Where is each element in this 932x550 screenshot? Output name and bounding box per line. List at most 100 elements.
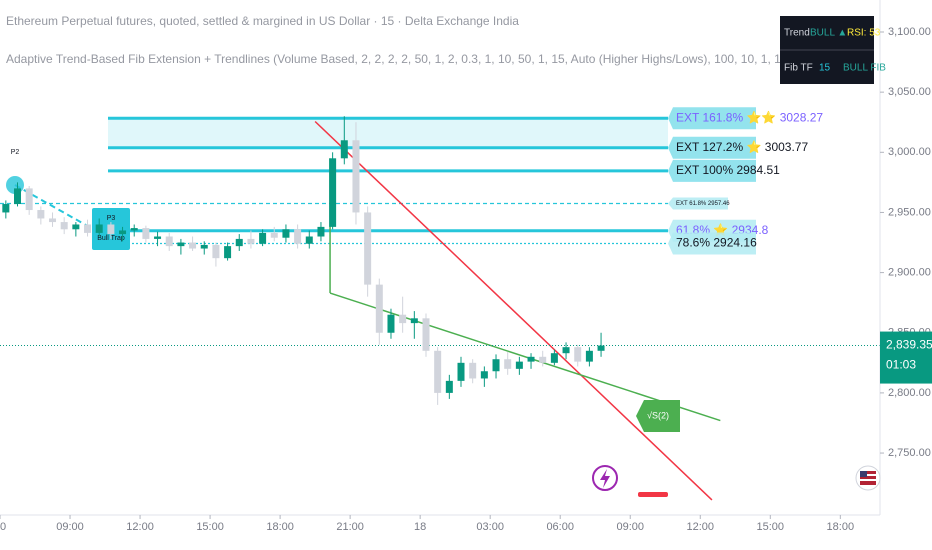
fib-label-box bbox=[668, 159, 756, 182]
candle-body bbox=[375, 284, 383, 333]
y-tick-label: 2,900.00 bbox=[888, 267, 931, 279]
candle-body bbox=[469, 362, 477, 379]
candle-body bbox=[480, 371, 488, 379]
pattern-label: P2 bbox=[11, 149, 20, 156]
candle-body bbox=[247, 238, 255, 244]
candle-body bbox=[329, 158, 337, 227]
candle-body bbox=[539, 356, 547, 363]
candle-body bbox=[294, 229, 302, 244]
fib-label: EXT 161.8% ⭐⭐ 3028.27 bbox=[676, 110, 823, 124]
candle-body bbox=[399, 314, 407, 324]
fib-label-box bbox=[668, 136, 756, 159]
candle-body bbox=[515, 361, 523, 369]
x-tick-label: 12:00 bbox=[686, 521, 714, 533]
candle-body bbox=[445, 380, 453, 393]
fib-label: EXT 61.8% 2957.46 bbox=[676, 201, 730, 207]
candle-body bbox=[25, 188, 33, 211]
price-tag-label: 2,839.35 bbox=[886, 338, 932, 352]
signal-label: √S(2) bbox=[647, 410, 669, 420]
table-cell: Trend bbox=[784, 28, 810, 39]
candle-body bbox=[434, 350, 442, 393]
plot-area: EXT 161.8% ⭐⭐ 3028.27 EXT 127.2% ⭐ 3003.7… bbox=[0, 107, 880, 501]
table-cell: Fib TF bbox=[784, 63, 813, 74]
candle-body bbox=[305, 236, 313, 244]
trendline bbox=[314, 120, 713, 501]
fib-zone bbox=[108, 118, 668, 148]
y-tick-label: 3,100.00 bbox=[888, 26, 931, 38]
x-tick-label: 00 bbox=[0, 521, 6, 533]
candle-body bbox=[49, 218, 57, 223]
candle-body bbox=[340, 140, 348, 159]
candle-body bbox=[457, 362, 465, 381]
candle-body bbox=[165, 236, 173, 247]
candle-body bbox=[107, 224, 115, 235]
candle-body bbox=[60, 222, 68, 230]
candle-body bbox=[562, 347, 570, 354]
x-tick-label: 09:00 bbox=[56, 521, 84, 533]
x-tick-label: 18:00 bbox=[827, 521, 855, 533]
x-tick-label: 12:00 bbox=[126, 521, 154, 533]
fib-label: EXT 100% 2984.51 bbox=[676, 163, 780, 177]
y-tick-label: 2,800.00 bbox=[888, 387, 931, 399]
x-tick-label: 18 bbox=[414, 521, 426, 533]
fib-label-box bbox=[668, 197, 728, 210]
candle-body bbox=[84, 224, 92, 233]
price-tag bbox=[880, 331, 932, 384]
fib-label-box bbox=[668, 107, 756, 130]
candle-body bbox=[527, 356, 535, 362]
candle-body bbox=[352, 140, 360, 213]
candle-body bbox=[317, 226, 325, 237]
x-tick-label: 03:00 bbox=[476, 521, 504, 533]
x-tick-label: 09:00 bbox=[616, 521, 644, 533]
flag-stripe bbox=[860, 479, 876, 481]
candle-body bbox=[224, 246, 232, 259]
candle-body bbox=[550, 353, 558, 363]
candle-body bbox=[37, 210, 45, 219]
x-tick-label: 06:00 bbox=[546, 521, 574, 533]
table-cell: BULL FIB bbox=[843, 63, 886, 74]
signal-box bbox=[636, 400, 680, 432]
y-tick-label: 3,000.00 bbox=[888, 146, 931, 158]
table-cell: BULL ▲ bbox=[810, 28, 847, 39]
candle-body bbox=[72, 224, 80, 230]
y-tick-label: 2,950.00 bbox=[888, 206, 931, 218]
candle-body bbox=[422, 318, 430, 351]
candle-body bbox=[410, 318, 418, 324]
candle-body bbox=[585, 350, 593, 362]
event-marker bbox=[638, 492, 668, 497]
indicator-subtitle: Adaptive Trend-Based Fib Extension + Tre… bbox=[6, 52, 835, 66]
candle-body bbox=[597, 345, 605, 351]
candle-body bbox=[235, 238, 243, 247]
y-tick-label: 3,050.00 bbox=[888, 86, 931, 98]
x-tick-label: 21:00 bbox=[336, 521, 364, 533]
y-tick-label: 2,750.00 bbox=[888, 447, 931, 459]
x-tick-label: 18:00 bbox=[266, 521, 294, 533]
candle-body bbox=[2, 204, 10, 213]
pattern-label: P3 bbox=[107, 215, 116, 222]
chart-title: Ethereum Perpetual futures, quoted, sett… bbox=[6, 14, 519, 28]
flag-canton bbox=[860, 471, 867, 477]
fib-label: EXT 127.2% ⭐ 3003.77 bbox=[676, 140, 808, 154]
fib-label-box bbox=[668, 232, 756, 255]
lightning-icon bbox=[600, 469, 610, 488]
candle-body bbox=[574, 347, 582, 362]
flag-stripe bbox=[860, 474, 876, 476]
trendline bbox=[329, 292, 721, 422]
candle-body bbox=[492, 359, 500, 372]
candle-body bbox=[282, 229, 290, 238]
candle-body bbox=[142, 228, 150, 239]
x-tick-label: 15:00 bbox=[196, 521, 224, 533]
fib-label: 78.6% 2924.16 bbox=[676, 236, 757, 250]
candle-body bbox=[387, 314, 395, 333]
candle-body bbox=[270, 232, 278, 238]
table-cell: RSI: 53 bbox=[847, 28, 881, 39]
countdown: 01:03 bbox=[886, 358, 916, 372]
candle-body bbox=[14, 188, 22, 205]
x-tick-label: 15:00 bbox=[757, 521, 785, 533]
candle-body bbox=[200, 244, 208, 249]
candle-body bbox=[504, 359, 512, 369]
candle-body bbox=[119, 230, 127, 235]
candle-body bbox=[364, 212, 372, 285]
